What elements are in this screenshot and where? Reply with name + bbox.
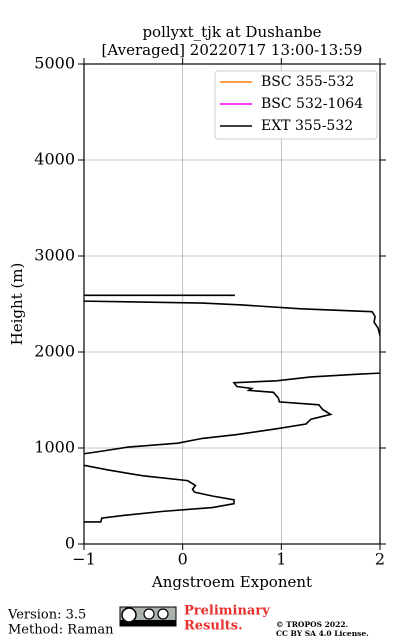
copyright: CC BY SA 4.0 License.	[276, 629, 369, 638]
license-badge	[119, 606, 177, 627]
y-tick-label: 2000	[34, 342, 75, 361]
version: Version: 3.5	[7, 608, 86, 623]
legend-box	[214, 70, 378, 140]
badge-band	[120, 620, 176, 626]
badge-cc	[121, 607, 137, 623]
chart-title: pollyxt_tjk at Dushanbe	[142, 23, 321, 41]
x-tick-label: 2	[375, 550, 385, 569]
y-tick-label: 5000	[34, 54, 75, 73]
method: Method: Raman	[8, 623, 114, 638]
chart-subtitle: [Averaged] 20220717 13:00-13:59	[102, 41, 363, 59]
badge-sa	[157, 608, 169, 620]
y-axis-label: Height (m)	[8, 263, 26, 346]
y-tick-label: 4000	[34, 150, 75, 169]
y-tick-label: 3000	[34, 246, 75, 265]
x-tick-label: 0	[178, 550, 188, 569]
notice: Results.	[184, 619, 243, 634]
notice: Preliminary	[184, 604, 270, 619]
x-axis-label: Angstroem Exponent	[151, 573, 312, 591]
plot-frame	[83, 63, 381, 545]
series-line	[84, 294, 380, 523]
y-tick-label: 1000	[34, 438, 75, 457]
badge-by	[143, 608, 155, 620]
x-tick-label: −1	[72, 550, 96, 569]
legend-label: BSC 532-1064	[261, 96, 363, 112]
y-tick-label: 0	[65, 534, 75, 553]
legend-label: EXT 355-532	[261, 118, 353, 134]
x-tick-label: 1	[276, 550, 286, 569]
copyright: © TROPOS 2022.	[276, 620, 348, 629]
plot-area	[84, 294, 380, 523]
legend-label: BSC 355-532	[261, 74, 354, 90]
